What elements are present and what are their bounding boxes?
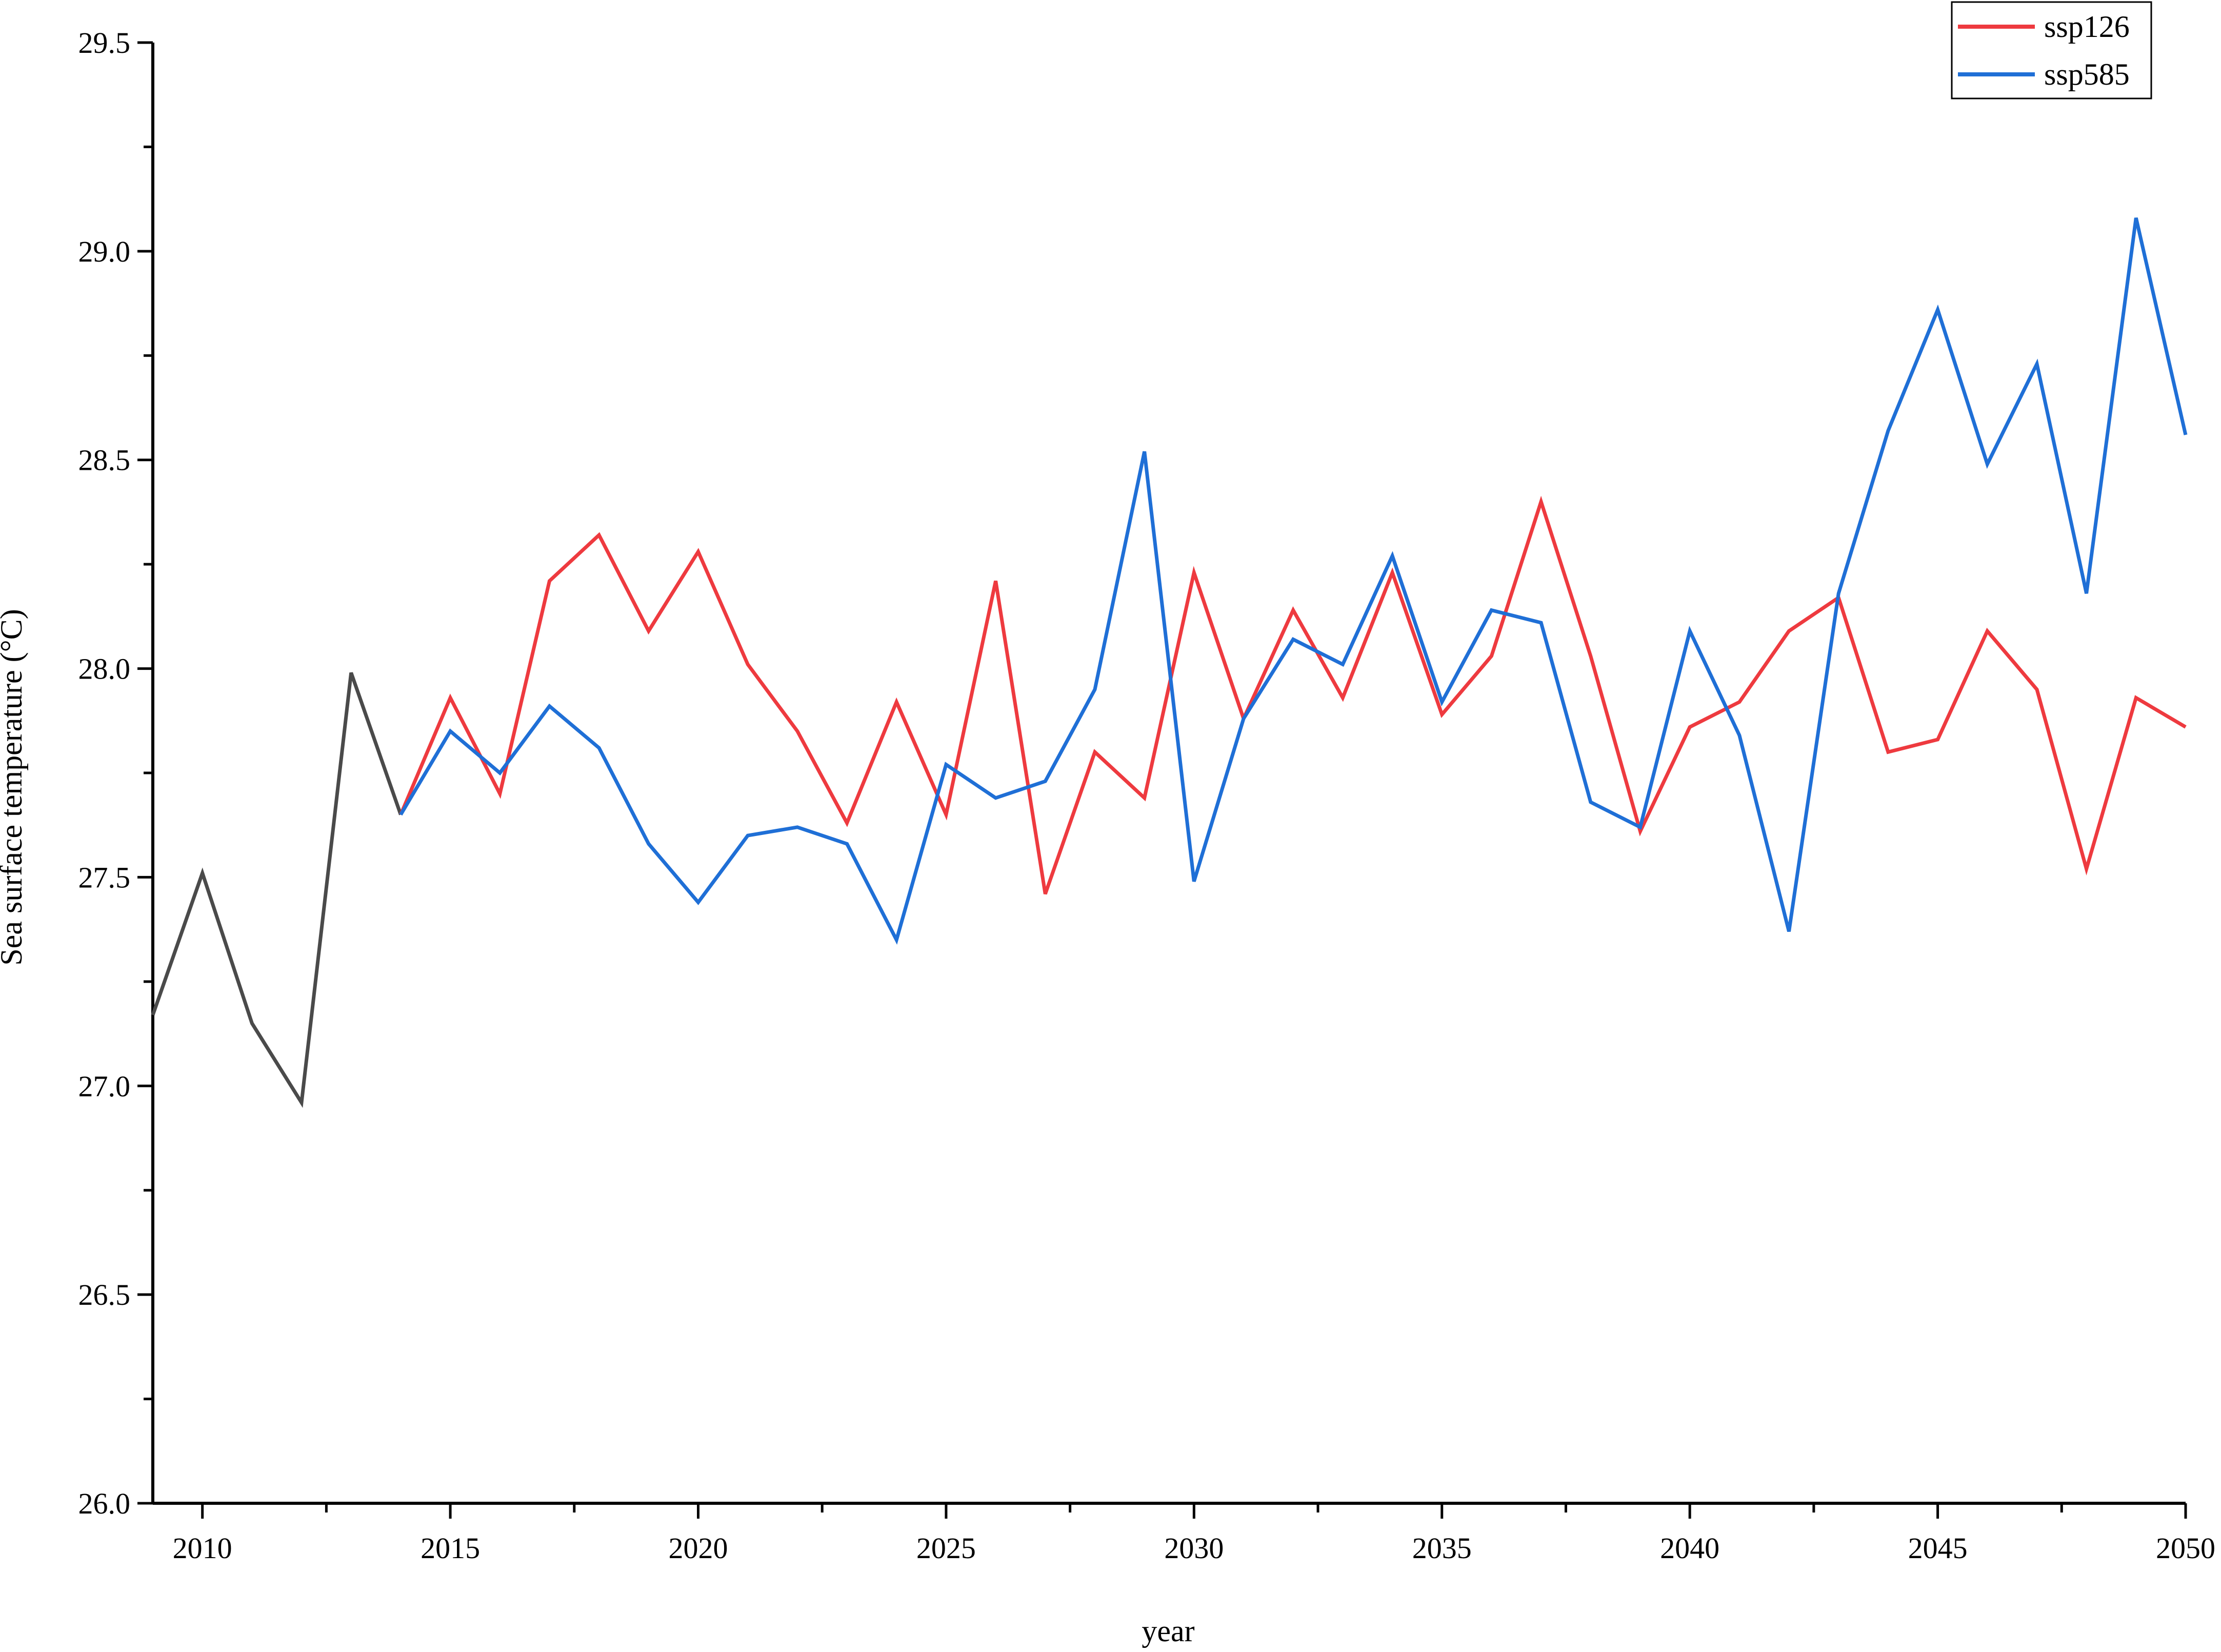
legend-label-ssp585: ssp585 [2044, 57, 2130, 91]
y-tick-label: 26.5 [78, 1278, 131, 1311]
x-tick-label: 2050 [2156, 1531, 2215, 1565]
y-tick-label: 28.5 [78, 444, 131, 477]
y-tick-label: 27.5 [78, 861, 131, 894]
x-tick-label: 2030 [1164, 1531, 1224, 1565]
legend-box [1951, 1, 2152, 99]
x-tick-label: 2035 [1412, 1531, 1472, 1565]
x-tick-label: 2020 [669, 1531, 728, 1565]
series-lines [151, 217, 2188, 1108]
ssp126-series-line [399, 495, 2187, 895]
legend-label-ssp126: ssp126 [2044, 10, 2130, 44]
legend: ssp126 ssp585 [1951, 1, 2152, 99]
x-tick-label: 2045 [1908, 1531, 1968, 1565]
historical-series-line [151, 672, 403, 1108]
x-tick-label: 2025 [916, 1531, 976, 1565]
y-tick-label: 29.5 [78, 26, 131, 59]
y-tick-label: 29.0 [78, 235, 131, 268]
x-tick-label: 2040 [1660, 1531, 1719, 1565]
x-axis-title: year [1142, 1614, 1194, 1648]
axes: 26.0 26.5 27.0 27.5 28.0 28.5 29.0 29.5 2010 2015… [78, 26, 2216, 1565]
x-tick-label: 2015 [421, 1531, 480, 1565]
y-tick-label: 26.0 [78, 1487, 131, 1520]
y-axis-title: Sea surface temperature (°C) [0, 609, 28, 965]
y-tick-label: 27.0 [78, 1069, 131, 1103]
y-tick-label: 28.0 [78, 652, 131, 686]
ssp585-series-line [399, 217, 2188, 945]
x-tick-label: 2010 [173, 1531, 232, 1565]
